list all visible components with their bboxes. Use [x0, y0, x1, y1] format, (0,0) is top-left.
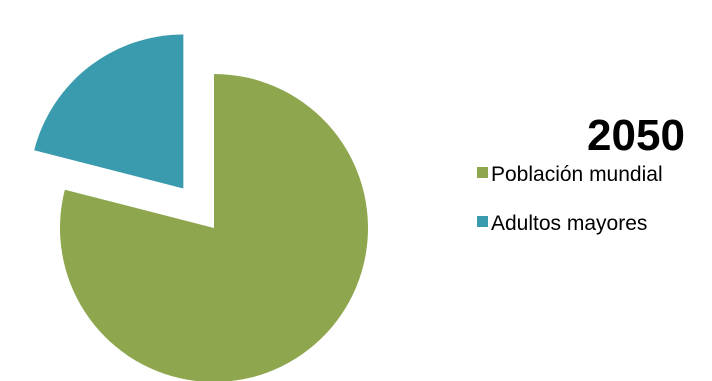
pie-slice-poblacion-mundial	[60, 74, 368, 381]
legend-label-adultos-mayores: Adultos mayores	[491, 212, 647, 235]
legend-swatch-adultos-mayores	[477, 216, 488, 227]
pie-slices	[34, 34, 368, 381]
legend-label-poblacion-mundial: Población mundial	[491, 163, 663, 186]
legend: Población mundial Adultos mayores	[477, 163, 663, 235]
pie-slice-adultos-mayores	[34, 34, 184, 189]
legend-swatch-poblacion-mundial	[477, 167, 488, 178]
chart-title: 2050	[587, 111, 685, 160]
